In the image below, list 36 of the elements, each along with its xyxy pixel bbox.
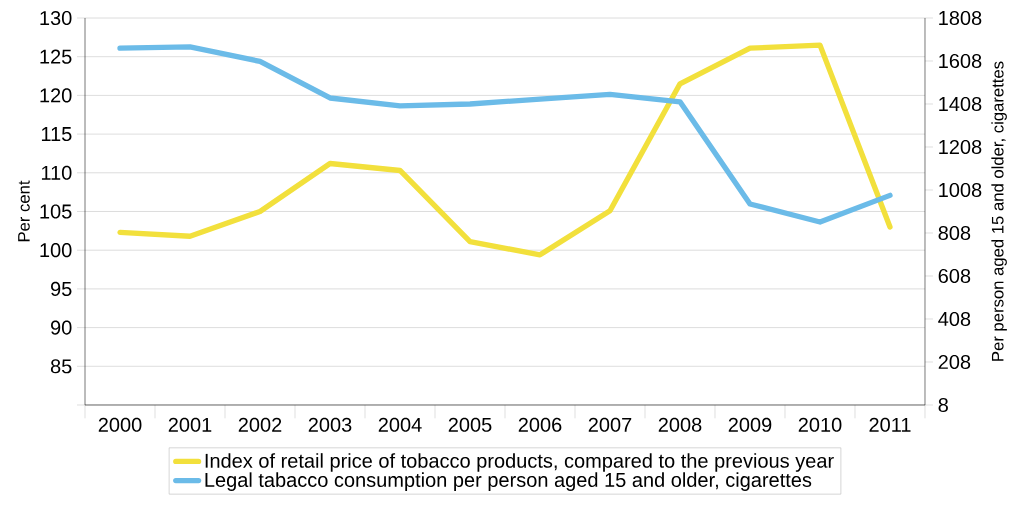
y2-tick-label: 1608 (939, 53, 982, 69)
x-tick-label: 2008 (658, 417, 702, 432)
y2-tick-label: 1208 (939, 139, 982, 155)
y-axis-title: Per cent (18, 180, 30, 242)
x-tick-label: 2004 (378, 417, 422, 432)
y2-tick-label: 8 (938, 397, 948, 413)
y-tick-label: 100 (40, 243, 72, 258)
y2-tick-label: 808 (938, 225, 971, 241)
y-tick-label: 90 (51, 320, 72, 335)
y-tick-label: 105 (40, 204, 72, 219)
y-tick-label: 85 (50, 359, 72, 374)
x-tick-label: 2010 (798, 417, 842, 432)
y2-tick-label: 1808 (939, 10, 982, 26)
x-tick-label: 2007 (588, 417, 632, 432)
x-tick-label: 2006 (518, 417, 562, 432)
y-tick-label: 115 (41, 127, 72, 142)
x-tick-label: 2000 (98, 417, 142, 432)
y2-tick-label: 408 (938, 311, 971, 327)
legend-label: Index of retail price of tobacco products, compared to the previous year (205, 453, 834, 472)
y-tick-label: 130 (40, 10, 72, 26)
y2-axis-title: Per person aged 15 and older, cigarettes (991, 61, 1007, 361)
y-tick-label: 125 (40, 49, 72, 64)
x-tick-label: 2003 (308, 417, 352, 432)
y2-tick-label: 1408 (939, 96, 982, 112)
x-tick-label: 2002 (238, 417, 282, 432)
y-tick-label: 110 (41, 165, 72, 180)
y2-tick-label: 608 (938, 268, 971, 284)
y2-tick-label: 1008 (939, 182, 982, 198)
legend-label: Legal tabacco consumption per person aged 15 and older, cigarettes (205, 472, 812, 491)
y2-tick-label: 208 (938, 354, 971, 370)
x-tick-label: 2009 (728, 417, 772, 432)
x-tick-label: 2001 (168, 417, 212, 432)
x-tick-label: 2005 (448, 417, 492, 432)
y-tick-label: 95 (51, 281, 72, 296)
x-tick-label: 2011 (869, 417, 911, 432)
y-tick-label: 120 (40, 88, 72, 103)
